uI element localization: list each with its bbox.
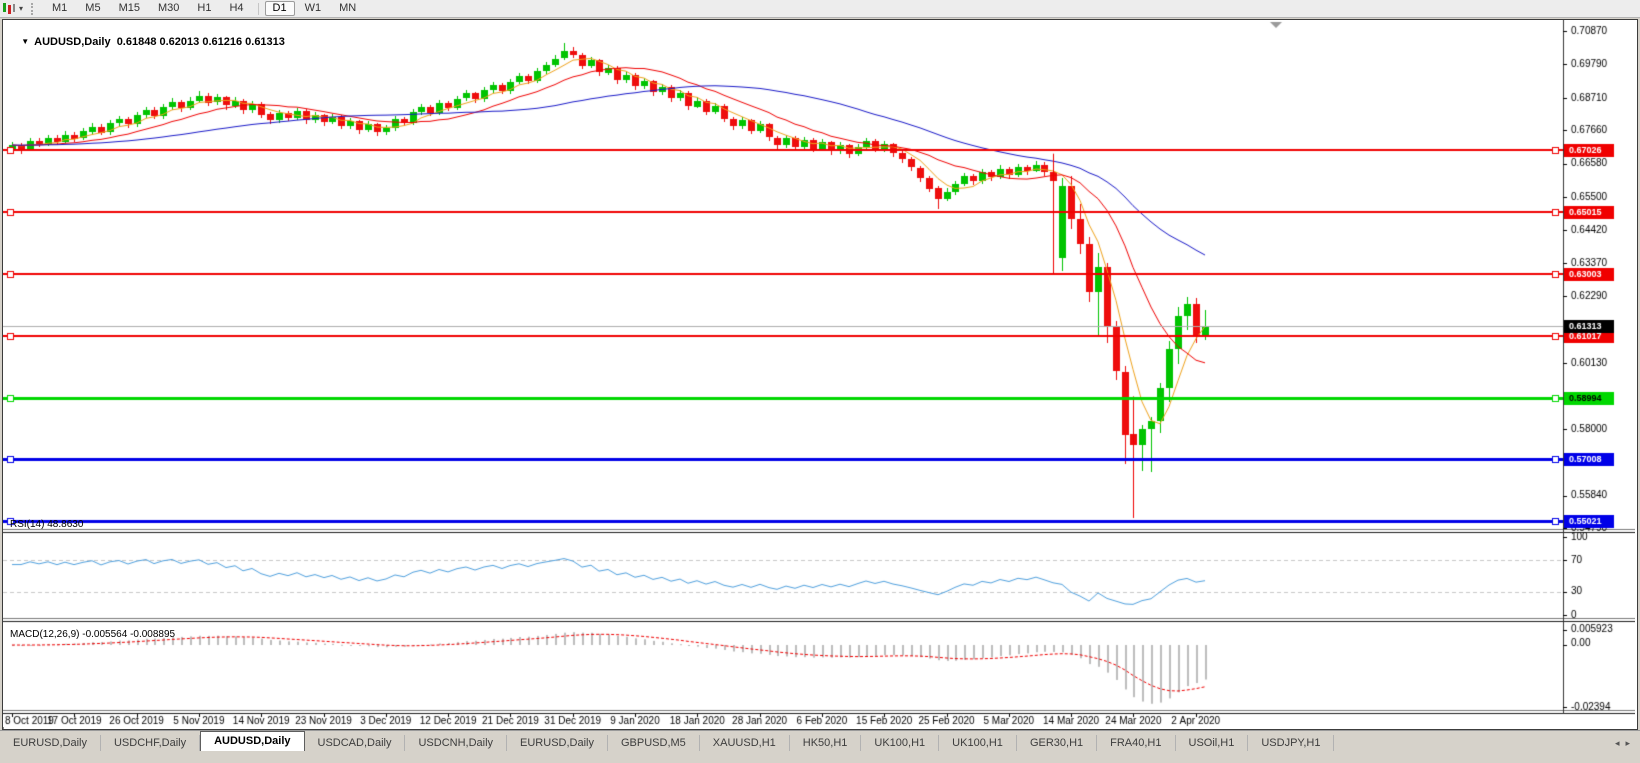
- chart-tab-usdjpy-h1[interactable]: USDJPY,H1: [1248, 735, 1335, 752]
- chart-tab-gbpusd-m5[interactable]: GBPUSD,M5: [608, 735, 700, 752]
- chart-tab-eurusd-daily[interactable]: EURUSD,Daily: [0, 735, 101, 752]
- chart-tab-audusd-daily[interactable]: AUDUSD,Daily: [200, 731, 305, 752]
- timeframe-h1-button[interactable]: H1: [197, 2, 212, 14]
- chevron-down-icon[interactable]: ▾: [19, 4, 24, 13]
- chart-icon[interactable]: [1, 2, 17, 16]
- tab-scroll-arrows: ◂▸: [1615, 738, 1636, 749]
- timeframe-w1-button[interactable]: W1: [304, 2, 322, 14]
- chart-tab-eurusd-daily[interactable]: EURUSD,Daily: [507, 735, 608, 752]
- chart-symbol-period: AUDUSD,Daily: [34, 36, 111, 48]
- timeframe-m30-button[interactable]: M30: [157, 2, 180, 14]
- symbol-dropdown-icon[interactable]: ▼: [21, 37, 30, 46]
- chart-tab-uk100-h1[interactable]: UK100,H1: [861, 735, 940, 752]
- toolbar-separator: [257, 2, 259, 15]
- timeframe-m1-button[interactable]: M1: [52, 2, 68, 14]
- chart-tab-uk100-h1[interactable]: UK100,H1: [939, 735, 1017, 752]
- price-chart-canvas[interactable]: [3, 20, 1635, 727]
- chart-tab-ger30-h1[interactable]: GER30,H1: [1016, 735, 1098, 752]
- rsi-indicator-label: RSI(14) 48.8630: [10, 519, 84, 530]
- chart-tab-xauusd-h1[interactable]: XAUUSD,H1: [699, 735, 790, 752]
- chart-tab-usoil-h1[interactable]: USOil,H1: [1175, 735, 1249, 752]
- tab-scroll-left-icon[interactable]: ◂: [1614, 738, 1626, 748]
- tab-row: EURUSD,Daily USDCHF,Daily AUDUSD,Daily USDC…: [0, 731, 1335, 752]
- tab-scroll-right-icon[interactable]: ▸: [1625, 738, 1636, 748]
- chart-ohlc-readout: 0.61848 0.62013 0.61216 0.61313: [116, 36, 285, 48]
- macd-indicator-label: MACD(12,26,9) -0.005564 -0.008895: [10, 629, 176, 640]
- timeframe-h4-button[interactable]: H4: [229, 2, 244, 14]
- toolbar-grip[interactable]: [31, 2, 36, 15]
- timeframe-m15-button[interactable]: M15: [118, 2, 140, 14]
- timeframe-buttons: M1 M5 M15 M30 H1 H4 D1 W1 MN: [43, 1, 365, 16]
- chart-tab-usdcnh-daily[interactable]: USDCNH,Daily: [405, 735, 508, 752]
- chart-tab-bar: EURUSD,Daily USDCHF,Daily AUDUSD,Daily USDC…: [0, 730, 1640, 752]
- timeframe-mn-button[interactable]: MN: [339, 2, 357, 14]
- top-toolbar: ▾ M1 M5 M15 M30 H1 H4 D1 W1 MN: [0, 0, 1640, 18]
- chart-window: ▼ AUDUSD,Daily 0.61848 0.62013 0.61216 0.…: [2, 19, 1638, 730]
- chart-tab-usdchf-daily[interactable]: USDCHF,Daily: [100, 735, 201, 752]
- timeframe-d1-button[interactable]: D1: [264, 1, 295, 16]
- chart-title: ▼ AUDUSD,Daily 0.61848 0.62013 0.61216 0.…: [9, 24, 285, 60]
- status-strip: [0, 751, 1640, 763]
- chart-tab-usdcad-daily[interactable]: USDCAD,Daily: [304, 735, 406, 752]
- timeframe-m5-button[interactable]: M5: [85, 2, 101, 14]
- chart-tab-hk50-h1[interactable]: HK50,H1: [789, 735, 862, 752]
- chart-tab-fra40-h1[interactable]: FRA40,H1: [1097, 735, 1176, 752]
